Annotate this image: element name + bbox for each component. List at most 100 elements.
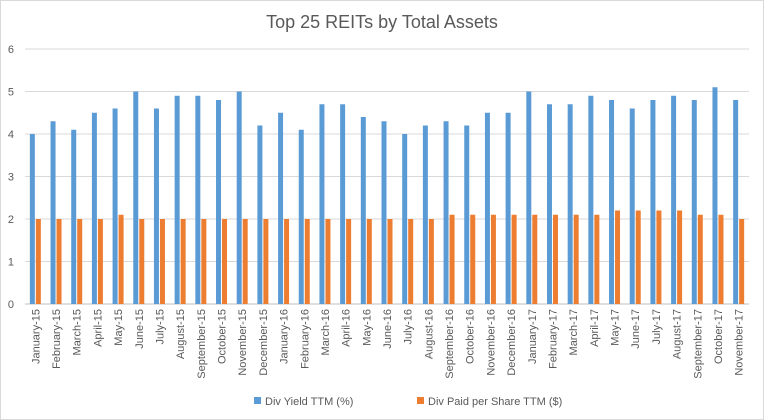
x-tick-label: May-15 <box>113 309 125 346</box>
bar-div-paid <box>263 219 269 304</box>
y-tick-label: 0 <box>8 299 14 311</box>
gridlines <box>25 48 749 305</box>
bar-div-yield <box>402 134 408 304</box>
x-tick-label: July-15 <box>154 309 166 344</box>
bar-div-paid <box>594 214 600 304</box>
bar-div-paid <box>201 219 207 304</box>
bar-div-paid <box>656 210 662 304</box>
bar-div-paid <box>615 210 621 304</box>
bar-div-yield <box>195 95 201 304</box>
bar-div-paid <box>428 219 434 304</box>
bar-div-yield <box>381 121 387 304</box>
bar-div-yield <box>733 100 739 304</box>
bar-div-yield <box>298 129 304 304</box>
y-tick-label: 6 <box>8 44 14 56</box>
y-tick-label: 3 <box>8 172 14 184</box>
bar-div-paid <box>490 214 496 304</box>
bar-div-yield <box>319 104 325 304</box>
y-tick-label: 1 <box>8 257 14 269</box>
bar-div-yield <box>484 112 490 304</box>
bar-div-paid <box>346 219 352 304</box>
x-tick-label: November-16 <box>485 309 497 376</box>
x-tick-label: October-16 <box>465 309 477 364</box>
x-tick-label: March-16 <box>320 309 332 355</box>
bar-div-paid <box>56 219 62 304</box>
y-tick-label: 2 <box>8 214 14 226</box>
x-tick-label: January-15 <box>30 309 42 364</box>
x-tick-label: June-17 <box>630 309 642 349</box>
x-tick-label: October-15 <box>217 309 229 364</box>
y-tick-label: 4 <box>8 129 14 141</box>
bar-div-yield <box>526 91 532 304</box>
bar-div-yield <box>91 112 97 304</box>
bar-div-paid <box>470 214 476 304</box>
bar-div-yield <box>50 121 56 304</box>
bar-div-paid <box>573 214 579 304</box>
bar-div-yield <box>112 108 118 304</box>
bar-div-paid <box>552 214 558 304</box>
legend-label: Div Yield TTM (%) <box>265 396 353 408</box>
bar-div-yield <box>236 91 242 304</box>
bar-div-yield <box>609 100 615 304</box>
bar-div-yield <box>422 125 428 304</box>
bar-div-paid <box>159 219 165 304</box>
x-tick-label: April-16 <box>341 309 353 347</box>
x-tick-label: October-17 <box>713 309 725 364</box>
bar-div-paid <box>180 219 186 304</box>
x-tick-label: June-15 <box>134 309 146 349</box>
bar-div-paid <box>511 214 517 304</box>
bar-div-paid <box>408 219 414 304</box>
bar-div-yield <box>153 108 159 304</box>
bar-div-yield <box>691 100 697 304</box>
x-tick-label: April-15 <box>92 309 104 347</box>
bar-div-yield <box>340 104 346 304</box>
x-tick-label: December-16 <box>506 309 518 376</box>
x-tick-label: May-17 <box>610 309 622 346</box>
x-tick-label: December-15 <box>258 309 270 376</box>
x-tick-label: August-17 <box>672 309 684 359</box>
bar-div-yield <box>546 104 552 304</box>
bar-div-paid <box>677 210 683 304</box>
x-tick-label: January-16 <box>279 309 291 364</box>
bar-div-yield <box>567 104 573 304</box>
bar-div-yield <box>443 121 449 304</box>
x-tick-label: September-16 <box>444 309 456 379</box>
chart-title: Top 25 REITs by Total Assets <box>266 12 498 32</box>
bar-div-yield <box>629 108 635 304</box>
bar-div-yield <box>360 117 366 304</box>
x-tick-label: January-17 <box>527 309 539 364</box>
x-tick-label: June-16 <box>382 309 394 349</box>
bar-div-paid <box>97 219 103 304</box>
bar-div-paid <box>242 219 248 304</box>
bar-div-paid <box>387 219 393 304</box>
legend-swatch <box>254 397 261 404</box>
legend: Div Yield TTM (%) Div Paid per Share TTM … <box>254 396 562 408</box>
bar-div-paid <box>118 214 124 304</box>
y-tick-label: 5 <box>8 87 14 99</box>
bar-div-yield <box>278 112 284 304</box>
x-tick-label: August-16 <box>423 309 435 359</box>
x-tick-label: May-16 <box>361 309 373 346</box>
x-tick-label: September-15 <box>196 309 208 379</box>
bar-div-yield <box>588 95 594 304</box>
x-tick-label: February-17 <box>547 309 559 369</box>
x-tick-label: July-16 <box>403 309 415 344</box>
x-tick-label: November-17 <box>734 309 746 376</box>
bar-div-yield <box>650 100 656 304</box>
x-tick-label: November-15 <box>237 309 249 376</box>
bar-div-yield <box>257 125 263 304</box>
bar-div-yield <box>505 112 511 304</box>
bar-div-paid <box>635 210 641 304</box>
bar-div-yield <box>712 87 718 304</box>
legend-label: Div Paid per Share TTM ($) <box>428 396 562 408</box>
bar-div-paid <box>718 214 724 304</box>
bar-div-paid <box>304 219 310 304</box>
bar-div-yield <box>71 129 77 304</box>
bar-div-paid <box>222 219 228 304</box>
bar-div-paid <box>697 214 703 304</box>
bar-div-paid <box>449 214 455 304</box>
bar-div-paid <box>35 219 41 304</box>
x-tick-label: February-15 <box>51 309 63 369</box>
bar-div-yield <box>216 100 222 304</box>
